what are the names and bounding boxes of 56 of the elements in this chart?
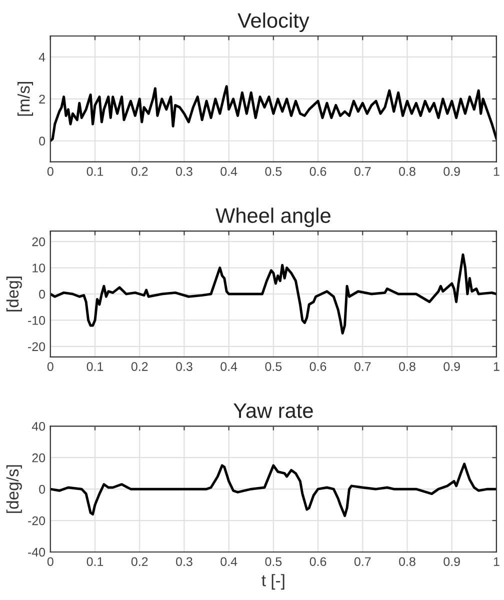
x-tick-label: 1 (494, 167, 500, 176)
y-tick-label: -40 (28, 548, 46, 557)
x-tick-label: 0.1 (86, 362, 104, 371)
x-tick-label: 0.9 (444, 167, 460, 176)
x-tick-label: 0.7 (354, 557, 371, 566)
y-tick-label: -10 (28, 316, 46, 325)
y-tick-label: 0 (39, 290, 46, 299)
x-tick-label: 0.2 (131, 362, 148, 371)
x-tick-label: 0.8 (399, 362, 416, 371)
y-axis-title: [deg] (6, 276, 22, 312)
y-axis-title: [deg/s] (6, 465, 22, 513)
x-axis-title: t [-] (262, 574, 284, 590)
y-tick-label: 4 (38, 52, 46, 62)
x-tick-label: 0.5 (265, 167, 282, 176)
y-tick-label: 0 (39, 484, 46, 494)
line-series (50, 462, 496, 518)
x-tick-label: 0.3 (176, 557, 192, 566)
y-tick-label: 0 (39, 136, 46, 146)
x-tick-label: 0.2 (131, 557, 148, 566)
y-axis-title: [m/s] (17, 82, 34, 116)
x-tick-label: 0.3 (176, 167, 192, 176)
x-tick-label: 0.7 (354, 362, 371, 371)
x-tick-label: 1 (494, 362, 500, 371)
x-tick-label: 0.6 (310, 167, 326, 176)
x-tick-label: 0.5 (265, 362, 282, 371)
x-tick-label: 0.7 (354, 167, 371, 176)
x-tick-label: 0.6 (310, 557, 326, 566)
y-tick-label: 40 (32, 422, 46, 431)
x-tick-label: 0 (47, 557, 54, 566)
x-tick-label: 0.2 (131, 167, 148, 176)
y-tick-label: 20 (32, 237, 46, 246)
x-tick-label: 0.1 (86, 557, 104, 566)
x-tick-label: 0.1 (86, 167, 104, 176)
y-tick-label: 20 (32, 453, 46, 462)
x-tick-label: 1 (494, 557, 500, 566)
chart-title: Velocity (238, 12, 310, 32)
x-tick-label: 0 (47, 167, 54, 176)
x-tick-label: 0.4 (220, 167, 238, 176)
x-tick-label: 0.9 (444, 362, 460, 371)
x-tick-label: 0.3 (176, 362, 192, 371)
x-tick-label: 0.4 (220, 557, 238, 566)
y-tick-label: 10 (32, 264, 46, 272)
y-tick-label: 2 (39, 94, 45, 104)
chart-title: Yaw rate (234, 403, 313, 418)
x-tick-label: 0.9 (444, 557, 460, 566)
chart-title: Wheel angle (216, 208, 330, 228)
y-tick-label: -20 (28, 516, 46, 526)
line-series (50, 85, 496, 142)
x-tick-label: 0.6 (310, 362, 326, 371)
x-tick-label: 0.8 (399, 167, 416, 176)
x-tick-label: 0.8 (399, 557, 416, 566)
line-series (50, 253, 496, 335)
x-tick-label: 0.4 (220, 362, 238, 371)
x-tick-label: 0 (47, 362, 54, 371)
y-tick-label: -20 (28, 342, 46, 352)
x-tick-label: 0.5 (265, 557, 282, 566)
